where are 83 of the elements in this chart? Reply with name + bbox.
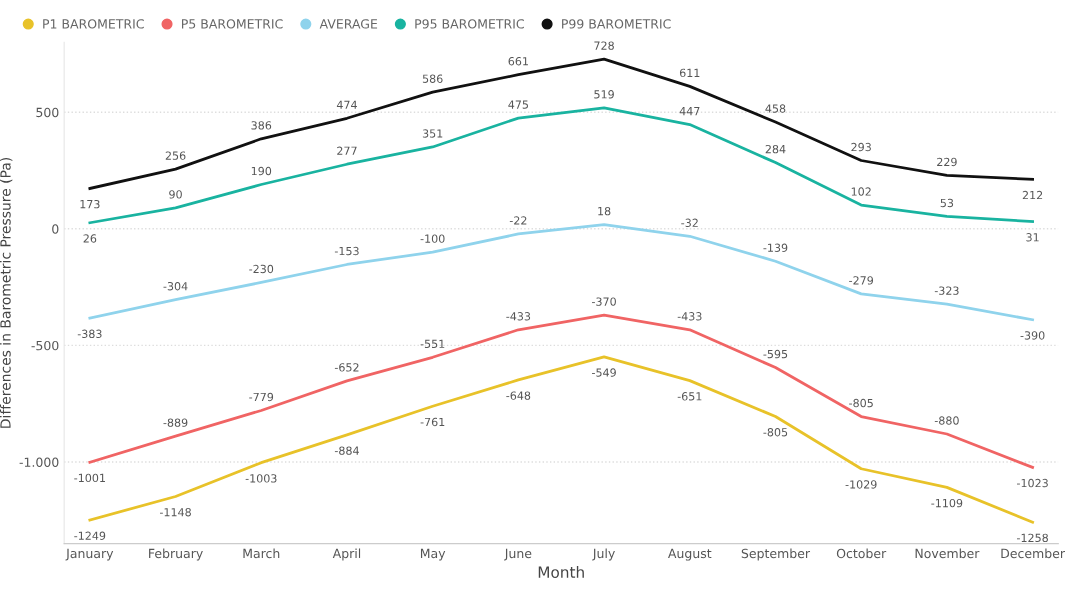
data-label: -1148 [159, 507, 191, 517]
data-label: 611 [679, 68, 700, 78]
x-tick-label: January [65, 548, 114, 561]
data-label: -433 [506, 312, 531, 321]
data-label: 586 [422, 74, 443, 83]
data-label: 386 [251, 121, 272, 130]
x-tick-label: March [243, 548, 280, 559]
data-label: 284 [765, 144, 786, 154]
legend-label: AVERAGE [319, 19, 378, 29]
legend-label: P1 BAROMETRIC [43, 19, 144, 29]
data-label: -323 [934, 286, 959, 295]
data-label: 90 [169, 190, 182, 199]
data-label: -279 [849, 276, 874, 285]
data-label: 26 [83, 234, 97, 243]
legend-label: P5 BAROMETRIC [182, 19, 283, 29]
data-label: 661 [508, 57, 528, 66]
data-label: -304 [163, 282, 188, 291]
data-label: -22 [509, 216, 527, 225]
x-tick-label: May [420, 548, 446, 561]
data-label: -1029 [845, 480, 877, 489]
data-label: 190 [251, 166, 272, 176]
x-tick-label: July [592, 548, 615, 561]
data-label: 447 [679, 107, 700, 116]
data-label: -383 [77, 329, 102, 339]
data-label: 475 [508, 100, 529, 109]
data-label: -889 [163, 418, 188, 427]
data-label: -370 [592, 297, 616, 306]
data-label: -651 [677, 392, 702, 401]
x-tick-label: September [741, 548, 811, 561]
data-label: -1023 [1017, 478, 1048, 488]
data-label: -595 [763, 349, 788, 359]
data-label: 31 [1026, 233, 1039, 242]
data-label: -551 [420, 339, 445, 349]
data-label: -779 [249, 392, 274, 402]
x-tick-label: August [668, 548, 712, 561]
data-label: 277 [337, 146, 357, 155]
data-label: 519 [594, 90, 614, 99]
data-label: -805 [763, 428, 788, 437]
data-label: 458 [765, 104, 786, 113]
data-label: -32 [681, 218, 698, 227]
x-tick-label: October [836, 548, 887, 559]
data-label: -153 [334, 246, 359, 256]
x-tick-label: February [149, 548, 203, 561]
data-label: -761 [420, 417, 445, 427]
x-tick-label: June [504, 548, 532, 561]
x-axis-title: Month [538, 566, 584, 578]
data-label: 293 [851, 142, 871, 152]
data-label: -1249 [74, 531, 106, 540]
data-label: -1001 [74, 473, 105, 483]
data-label: -884 [334, 446, 359, 455]
data-label: 212 [1022, 190, 1043, 200]
data-label: -100 [420, 234, 445, 243]
legend-label: P99 BAROMETRIC [562, 19, 671, 29]
data-label: 173 [80, 199, 100, 209]
data-label: 18 [598, 206, 611, 216]
data-label: -805 [849, 398, 873, 408]
data-label: -390 [1020, 331, 1045, 340]
y-axis-title: Differences in Barometric Pressure (Pa) [0, 157, 13, 428]
data-label: 229 [937, 157, 957, 167]
data-label: -549 [592, 368, 616, 377]
data-label: 256 [165, 151, 186, 160]
data-label: -1003 [245, 474, 277, 483]
y-tick-label: 0 [52, 224, 59, 234]
y-tick-label: -500 [31, 340, 59, 351]
y-tick-label: 500 [36, 107, 59, 118]
data-label: -139 [763, 243, 788, 252]
data-label: 351 [422, 129, 443, 138]
data-label: -648 [506, 391, 531, 400]
y-tick-label: -1.000 [19, 457, 59, 467]
data-label: -433 [677, 312, 702, 321]
data-label: 53 [940, 198, 954, 208]
x-tick-label: April [332, 548, 361, 561]
data-label: 474 [336, 100, 357, 109]
x-tick-label: December [1001, 548, 1066, 559]
data-label: -1109 [931, 498, 963, 508]
data-label: 728 [594, 41, 614, 50]
legend-label: P95 BAROMETRIC [415, 19, 524, 29]
data-label: -880 [934, 416, 959, 425]
data-label: -1258 [1017, 533, 1048, 543]
data-label: 102 [851, 187, 871, 196]
data-label: -652 [334, 363, 359, 372]
x-tick-label: November [915, 548, 980, 559]
data-label: -230 [249, 264, 274, 274]
